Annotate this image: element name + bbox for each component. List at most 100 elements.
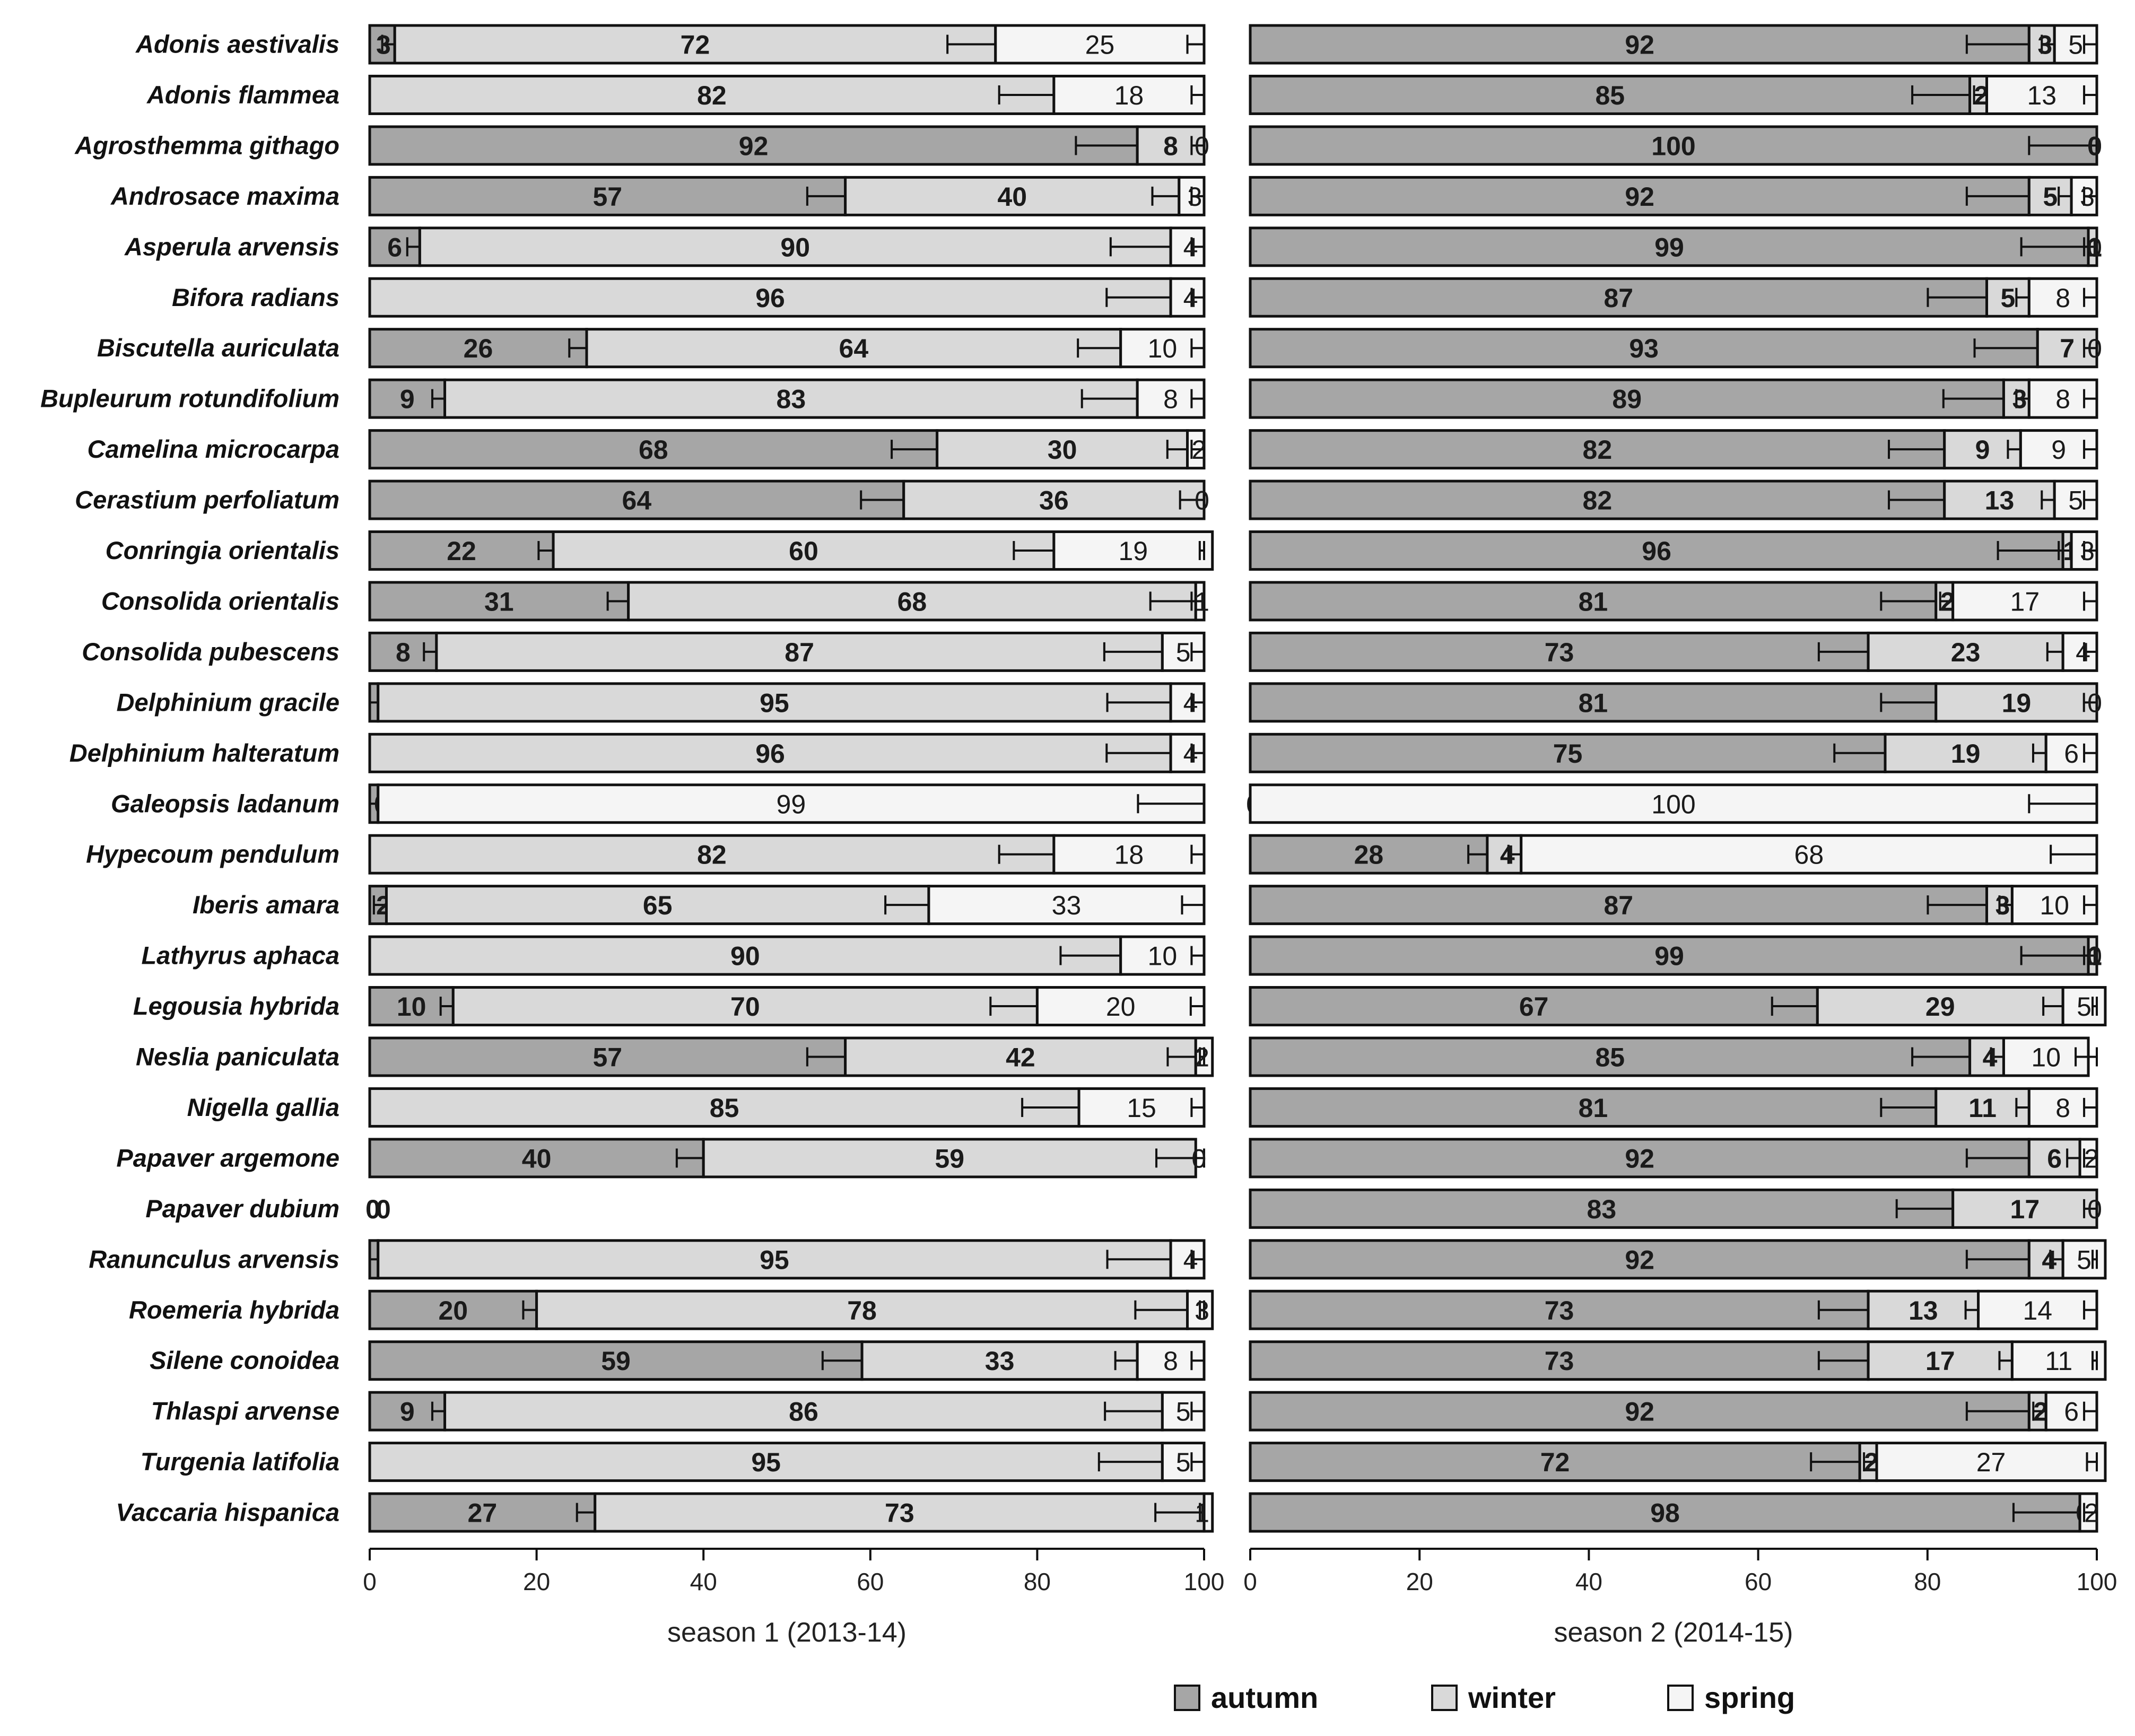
- data-label-winter: 11: [1968, 1093, 1997, 1123]
- data-label-winter: 78: [847, 1296, 877, 1325]
- data-label-spring: 1: [1195, 587, 1209, 616]
- bar-winter: [1943, 479, 2056, 520]
- bar-autumn: [1249, 1239, 2031, 1280]
- species-label: Cerastium perfoliatum: [75, 486, 339, 514]
- data-label-autumn: 73: [1545, 638, 1574, 667]
- bar-spring: [2010, 1340, 2107, 1381]
- data-label-winter: 5: [2043, 182, 2058, 212]
- data-label-winter: 96: [755, 283, 785, 313]
- bar-autumn: [1249, 24, 2031, 65]
- bar-autumn: [368, 530, 555, 571]
- data-label-autumn: 28: [1354, 840, 1384, 870]
- species-label: Camelina microcarpa: [88, 435, 339, 463]
- data-label-spring: 2: [1195, 1043, 1209, 1072]
- bar-autumn: [1249, 1340, 1870, 1381]
- data-label-winter: 8: [1163, 131, 1178, 161]
- data-label-spring: 27: [1976, 1447, 2006, 1477]
- data-label-autumn: 72: [1540, 1447, 1570, 1477]
- data-label-autumn: 73: [1545, 1346, 1574, 1376]
- legend-swatch-winter: [1431, 1685, 1458, 1711]
- data-label-autumn: 3: [376, 30, 391, 60]
- data-label-spring: 11: [2045, 1346, 2072, 1376]
- data-label-spring: 10: [2031, 1043, 2061, 1072]
- species-label: Agrosthemma githago: [74, 131, 339, 159]
- bar-spring: [1077, 1087, 1206, 1128]
- bar-winter: [377, 1239, 1172, 1280]
- species-label: Lathyrus aphaca: [141, 941, 339, 970]
- legend-swatch-autumn: [1174, 1685, 1200, 1711]
- data-label-winter: 29: [1925, 992, 1955, 1022]
- bar-spring: [1985, 74, 2098, 115]
- bar-spring: [1249, 783, 2098, 824]
- data-label-spring: 8: [2055, 385, 2070, 414]
- data-label-winter: 30: [1048, 435, 1077, 465]
- bar-spring: [2061, 1239, 2107, 1280]
- data-label-autumn: 59: [601, 1346, 631, 1376]
- bar-autumn: [368, 986, 455, 1027]
- data-label-autumn: 99: [1654, 232, 1684, 262]
- species-label: Asperula arvensis: [124, 232, 339, 260]
- data-label-spring: 2: [2084, 1144, 2099, 1173]
- bar-autumn: [368, 1138, 705, 1179]
- bar-winter: [368, 277, 1172, 318]
- data-label-spring: 10: [1148, 941, 1178, 971]
- data-label-spring: 0: [1191, 1144, 1206, 1173]
- legend-swatch-spring: [1667, 1685, 1694, 1711]
- species-label: Silene conoidea: [150, 1346, 339, 1374]
- data-label-autumn: 57: [592, 182, 622, 212]
- data-label-winter: 59: [935, 1144, 964, 1173]
- data-label-winter: 17: [1925, 1346, 1955, 1376]
- data-label-spring: 8: [1163, 385, 1178, 414]
- data-label-winter: 73: [885, 1498, 914, 1528]
- data-label-autumn: 57: [592, 1043, 622, 1072]
- species-label: Delphinium halteratum: [69, 739, 339, 767]
- bar-winter: [844, 176, 1181, 216]
- data-label-autumn: 92: [1625, 1144, 1654, 1173]
- bar-autumn: [1249, 378, 2005, 419]
- bar-spring: [1052, 530, 1214, 571]
- species-label: Iberis amara: [193, 891, 339, 919]
- data-label-autumn: 9: [400, 385, 415, 414]
- data-label-spring: 0: [2087, 334, 2102, 363]
- data-label-spring: 20: [1106, 992, 1136, 1022]
- data-label-winter: 5: [2001, 283, 2016, 313]
- data-label-autumn: 6: [387, 232, 402, 262]
- bar-spring: [2061, 986, 2107, 1027]
- bar-spring: [2061, 631, 2098, 672]
- data-label-winter: 64: [839, 334, 869, 363]
- data-label-winter: 85: [710, 1093, 739, 1123]
- data-label-spring: 9: [2051, 435, 2066, 465]
- data-label-spring: 2: [2084, 1498, 2099, 1528]
- bar-winter: [443, 378, 1139, 419]
- bar-spring: [1977, 1289, 2098, 1330]
- data-label-spring: 14: [2023, 1296, 2052, 1325]
- data-label-autumn: 92: [1625, 1245, 1654, 1275]
- data-label-winter: 4: [1500, 840, 1515, 870]
- bar-winter: [860, 1340, 1139, 1381]
- bar-spring: [1186, 1289, 1214, 1330]
- data-label-spring: 8: [1163, 1346, 1178, 1376]
- legend-label-spring: spring: [1704, 1681, 1795, 1714]
- legend-label-winter: winter: [1468, 1681, 1556, 1714]
- species-label: Thlaspi arvense: [151, 1397, 339, 1425]
- bar-winter: [368, 1442, 1164, 1482]
- data-label-winter: 1: [2087, 941, 2102, 971]
- data-label-spring: 15: [1127, 1093, 1156, 1123]
- species-label: Conringia orientalis: [106, 536, 339, 564]
- data-label-spring: 4: [1183, 283, 1198, 313]
- data-label-winter: 68: [897, 587, 927, 616]
- bar-autumn: [368, 176, 847, 216]
- bar-autumn: [1249, 1492, 2081, 1533]
- panel-season-1: 3722508218928057403690409642664109838683…: [363, 24, 1224, 1648]
- data-label-autumn: 81: [1579, 1093, 1608, 1123]
- data-label-autumn: 26: [464, 334, 493, 363]
- data-label-winter: 40: [997, 182, 1027, 212]
- data-label-autumn: 40: [522, 1144, 552, 1173]
- bar-winter: [627, 581, 1197, 622]
- x-tick-label: 100: [2077, 1568, 2117, 1595]
- data-label-spring: 6: [2064, 1397, 2079, 1427]
- bar-winter: [418, 226, 1172, 267]
- data-label-autumn: 22: [447, 536, 476, 566]
- data-label-spring: 5: [1176, 638, 1191, 667]
